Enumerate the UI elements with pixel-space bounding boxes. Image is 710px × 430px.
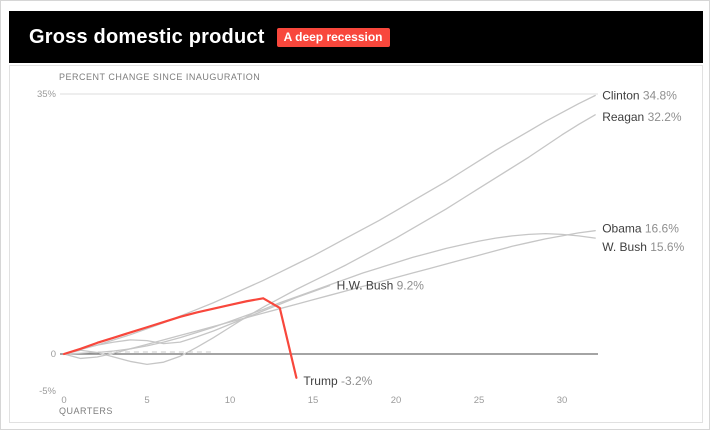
series-label-hwbush: H.W. Bush 9.2% bbox=[337, 279, 425, 293]
x-tick-label: 30 bbox=[557, 395, 568, 406]
chart-subtitle: PERCENT CHANGE SINCE INAUGURATION bbox=[59, 72, 261, 82]
x-tick-label: 20 bbox=[391, 395, 402, 406]
x-tick-label: 25 bbox=[474, 395, 485, 406]
series-label-trump: Trump -3.2% bbox=[303, 374, 372, 388]
series-line-wbush bbox=[63, 233, 596, 355]
series-label-clinton: Clinton 34.8% bbox=[602, 88, 677, 102]
y-tick-label: 35% bbox=[37, 89, 57, 100]
y-tick-label: 0 bbox=[51, 349, 56, 360]
y-tick-label: -5% bbox=[39, 386, 56, 397]
recession-badge: A deep recession bbox=[276, 27, 390, 47]
x-axis-title: QUARTERS bbox=[59, 406, 113, 416]
series-line-clinton bbox=[63, 94, 596, 355]
x-tick-label: 0 bbox=[61, 395, 66, 406]
series-line-trump bbox=[62, 297, 298, 379]
series-line-obama bbox=[63, 230, 596, 360]
series-label-reagan: Reagan 32.2% bbox=[602, 110, 682, 124]
x-tick-label: 10 bbox=[225, 395, 236, 406]
series-line-hwbush bbox=[63, 285, 331, 355]
x-tick-label: 15 bbox=[308, 395, 319, 406]
x-tick-label: 5 bbox=[144, 395, 149, 406]
page-title: Gross domestic product bbox=[29, 25, 265, 48]
series-label-wbush: W. Bush 15.6% bbox=[602, 240, 684, 254]
header: Gross domestic product A deep recession bbox=[9, 11, 703, 63]
series-label-obama: Obama 16.6% bbox=[602, 222, 679, 236]
gdp-line-chart: 35% 0 -5% 0 5 10 15 20 25 30 Clinton 34.8% Reagan 3… bbox=[37, 88, 685, 406]
series-line-reagan bbox=[63, 114, 596, 366]
chart-card: PERCENT CHANGE SINCE INAUGURATION 35% 0 -5… bbox=[9, 65, 703, 423]
